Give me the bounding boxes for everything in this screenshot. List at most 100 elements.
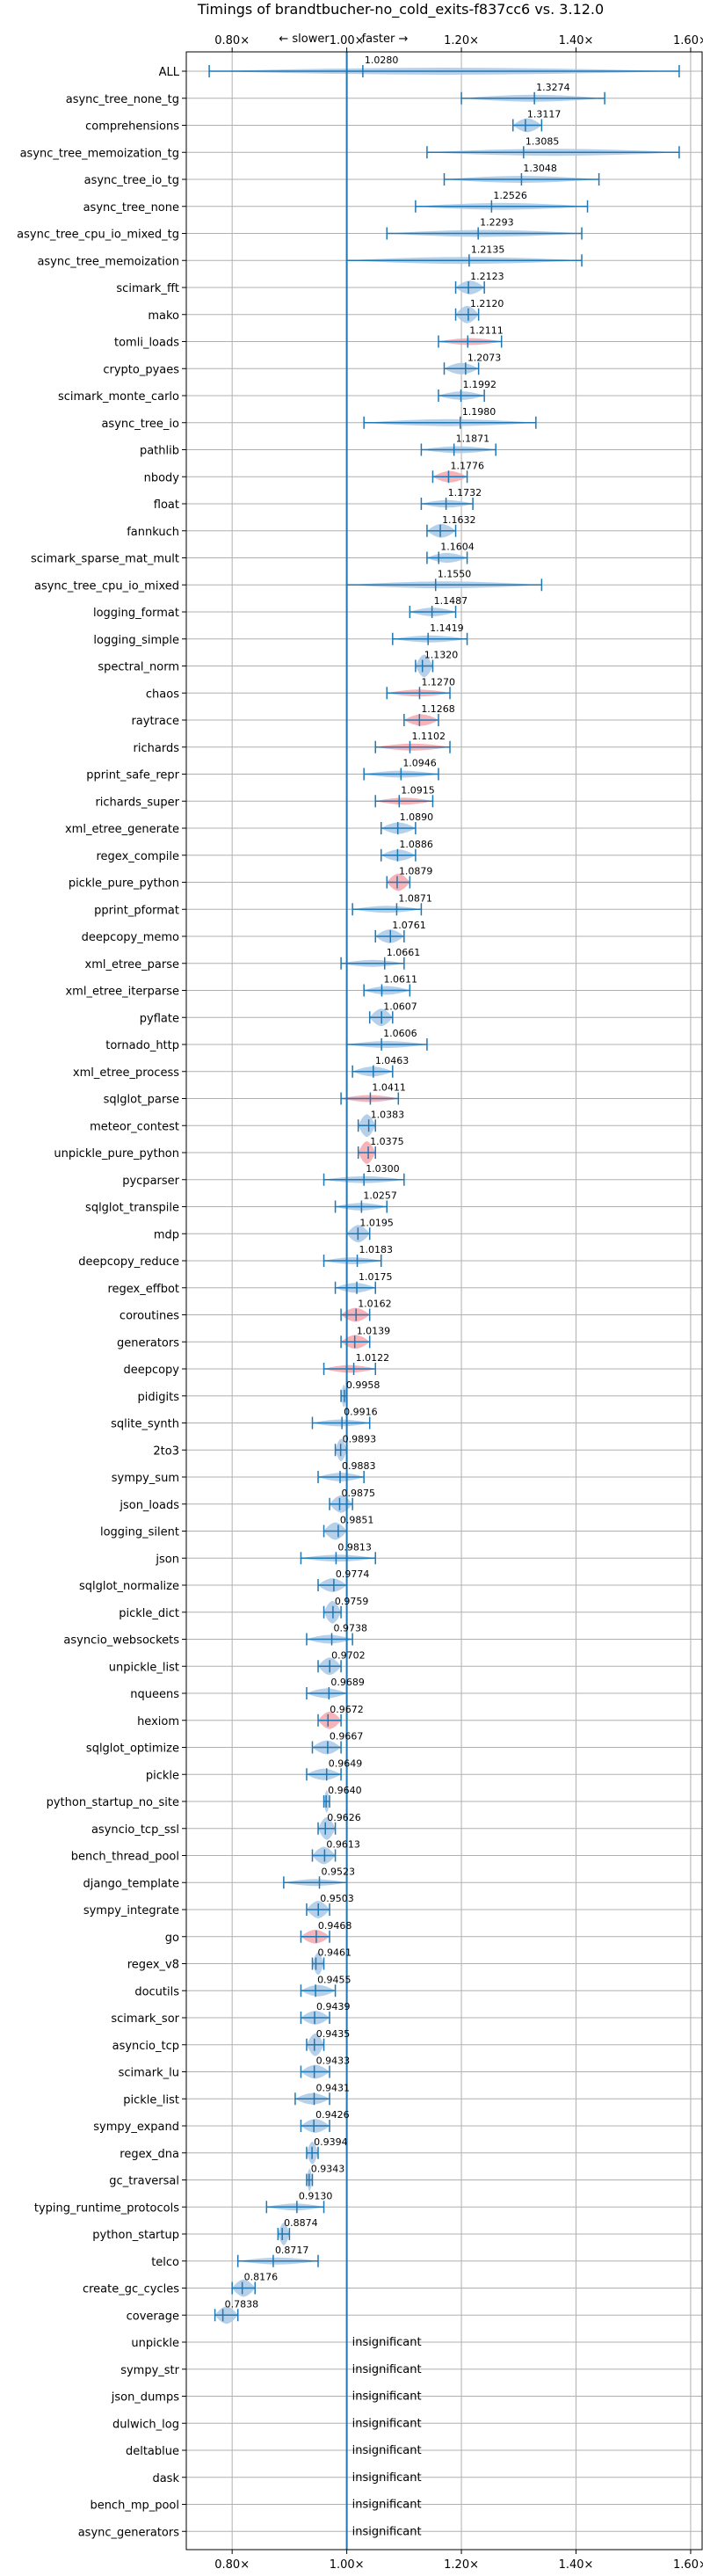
value-label: 0.8717	[275, 2245, 309, 2256]
benchmark-name-label: 2to3	[153, 1444, 179, 1458]
benchmark-name-label: crypto_pyaes	[103, 363, 179, 376]
value-label: 0.9435	[316, 2028, 351, 2040]
benchmark-name-label: xml_etree_parse	[85, 958, 179, 971]
benchmark-name-label: asyncio_tcp	[112, 2040, 179, 2053]
benchmark-name-label: tornado_http	[105, 1039, 179, 1052]
label-layer: 1.0280 1.3274 1.3117 1.3085 1.3048 1.2526 1.22…	[225, 55, 570, 2538]
value-label: 0.9774	[336, 1568, 370, 1580]
benchmark-name-label: bench_mp_pool	[90, 2500, 179, 2513]
value-label: 0.9738	[334, 1623, 368, 1634]
benchmark-name-label: pickle_dict	[119, 1607, 179, 1620]
value-label: 1.0946	[402, 758, 437, 769]
benchmark-name-label: mako	[148, 309, 179, 323]
chart-title: Timings of brandtbucher-no_cold_exits-f8…	[197, 1, 604, 18]
benchmark-name-label: coroutines	[120, 1310, 179, 1323]
benchmark-name-label: tomli_loads	[114, 337, 179, 350]
value-label: 1.0383	[371, 1109, 405, 1120]
insignificant-label: insignificant	[352, 2363, 422, 2376]
value-label: 0.9461	[317, 1947, 352, 1959]
violin-layer	[208, 65, 680, 2325]
benchmark-name-label: sqlglot_parse	[104, 1094, 179, 1107]
benchmark-name-label: asyncio_websockets	[63, 1634, 179, 1648]
benchmark-name-label: unpickle_pure_python	[54, 1147, 179, 1161]
value-label: 0.9439	[316, 2001, 351, 2012]
value-label: 1.2135	[471, 244, 505, 255]
benchmark-name-label: logging_silent	[100, 1526, 179, 1539]
benchmark-name-label: async_tree_cpu_io_mixed	[34, 579, 179, 593]
value-label: 0.9426	[315, 2109, 350, 2121]
value-label: 1.2123	[470, 271, 504, 282]
benchmark-name-label: sympy_str	[120, 2364, 179, 2377]
value-label: 1.3274	[536, 82, 570, 93]
value-label: 0.9468	[318, 1920, 352, 1932]
axis-layer: 0.80× 0.80× 1.00× 1.00× 1.20× 1.20× 1.40× 1.40×…	[17, 34, 703, 2572]
benchmark-name-label: nqueens	[130, 1688, 179, 1701]
benchmark-name-label: generators	[117, 1336, 179, 1350]
value-label: 1.1871	[456, 433, 490, 445]
value-label: 1.0280	[365, 55, 399, 66]
value-label: 0.9649	[329, 1757, 363, 1769]
benchmark-name-label: pyflate	[140, 1012, 179, 1025]
value-label: 0.9759	[335, 1596, 369, 1607]
benchmark-name-label: scimark_fft	[116, 282, 179, 295]
value-label: 1.3117	[527, 109, 562, 120]
value-label: 0.9916	[344, 1407, 378, 1418]
value-label: 1.0915	[401, 784, 435, 796]
x-tick-label-bottom: 1.20×	[444, 2558, 479, 2572]
value-label: 0.9626	[327, 1812, 361, 1823]
value-label: 1.1632	[442, 514, 476, 526]
value-label: 1.1604	[440, 542, 474, 553]
value-label: 0.9433	[316, 2056, 351, 2067]
benchmark-name-label: mdp	[154, 1228, 179, 1241]
benchmark-name-label: json	[155, 1553, 179, 1566]
insignificant-label: insignificant	[352, 2390, 422, 2404]
benchmark-name-label: create_gc_cycles	[83, 2283, 179, 2296]
slower-label: ← slower	[279, 33, 330, 46]
value-label: 0.8874	[284, 2217, 318, 2229]
x-tick-label-bottom: 1.00×	[330, 2558, 365, 2572]
benchmark-name-label: python_startup_no_site	[47, 1796, 179, 1809]
benchmark-name-label: pickle	[146, 1769, 179, 1782]
value-label: 0.9851	[340, 1515, 374, 1526]
benchmark-name-label: async_tree_memoization_tg	[20, 147, 179, 160]
insignificant-label: insignificant	[352, 2471, 422, 2485]
value-label: 1.1776	[450, 460, 484, 471]
benchmark-name-label: pprint_safe_repr	[86, 769, 179, 782]
benchmark-name-label: meteor_contest	[90, 1120, 179, 1133]
benchmark-name-label: go	[165, 1932, 179, 1945]
value-label: 1.0257	[363, 1190, 397, 1202]
benchmark-name-label: float	[154, 498, 179, 512]
benchmark-name-label: regex_effbot	[107, 1283, 179, 1296]
value-label: 0.9672	[330, 1704, 364, 1715]
value-label: 0.9130	[299, 2190, 333, 2201]
benchmark-name-label: sympy_expand	[93, 2121, 179, 2134]
benchmark-name-label: ALL	[159, 66, 180, 79]
benchmark-name-label: gc_traversal	[109, 2175, 179, 2188]
insignificant-label: insignificant	[352, 2417, 422, 2430]
value-label: 0.9343	[311, 2164, 345, 2175]
value-label: 1.1487	[434, 595, 468, 607]
value-label: 0.9431	[316, 2082, 351, 2093]
benchmark-name-label: json_dumps	[111, 2391, 179, 2405]
value-label: 0.9503	[320, 1893, 354, 1904]
value-label: 1.0463	[375, 1055, 409, 1066]
benchmark-name-label: nbody	[144, 471, 180, 484]
benchmark-name-label: deltablue	[126, 2445, 179, 2458]
value-label: 1.2120	[470, 298, 504, 309]
x-tick-label-bottom: 0.80×	[214, 2558, 250, 2572]
benchmark-name-label: pprint_pformat	[94, 904, 179, 917]
benchmark-name-label: async_tree_io	[101, 418, 179, 431]
value-label: 1.2111	[469, 325, 504, 337]
value-label: 1.0890	[400, 811, 434, 823]
value-label: 0.9640	[328, 1785, 362, 1796]
value-label: 1.0611	[383, 974, 417, 986]
benchmark-name-label: python_startup	[92, 2229, 179, 2242]
value-label: 0.9523	[322, 1866, 356, 1877]
benchmark-name-label: logging_simple	[93, 634, 179, 647]
benchmark-name-label: fannkuch	[127, 526, 179, 539]
x-tick-label-top: 1.00×	[330, 34, 365, 47]
value-label: 1.2293	[480, 217, 514, 229]
value-label: 1.1268	[421, 703, 454, 715]
benchmark-name-label: spectral_norm	[98, 661, 179, 674]
